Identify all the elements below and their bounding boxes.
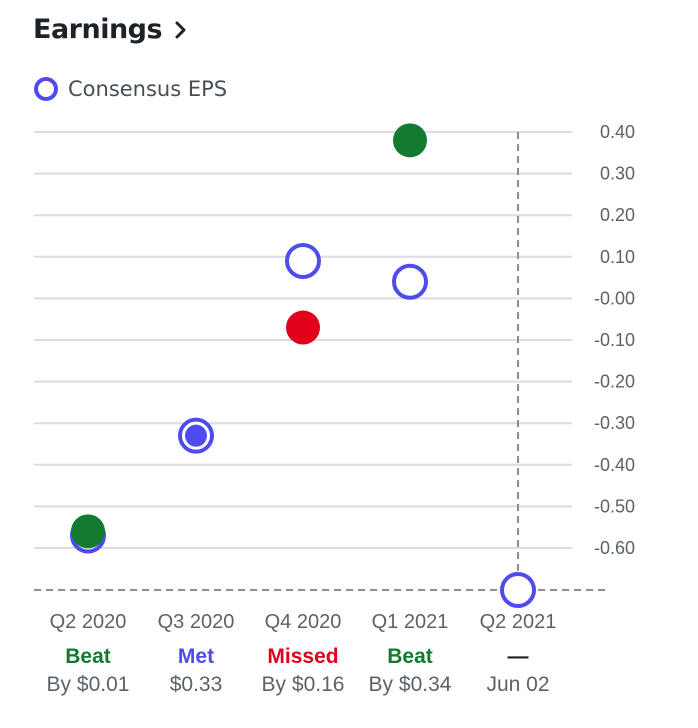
- hollow-circle-icon: [34, 77, 58, 101]
- result-column: Met $0.33: [136, 644, 256, 700]
- legend-label: Consensus EPS: [68, 77, 228, 101]
- chart-legend: Consensus EPS: [34, 77, 227, 101]
- earnings-chart: 0.40 0.30 0.20 0.10 -0.00 -0.10 -0.20 -0.30 -0.4…: [34, 122, 635, 633]
- result-detail: Jun 02: [486, 673, 550, 696]
- result-status: Beat: [65, 645, 111, 668]
- y-tick-label: -0.20: [594, 372, 635, 392]
- y-tick-label: -0.50: [594, 496, 635, 516]
- result-detail: By $0.34: [368, 673, 452, 696]
- result-status: Beat: [387, 645, 433, 668]
- grid-layer: [34, 131, 605, 591]
- x-tick-label: Q4 2020: [265, 611, 342, 633]
- chevron-right-icon: [175, 21, 186, 38]
- result-column: — Jun 02: [458, 644, 578, 700]
- data-points: [70, 123, 536, 608]
- x-tick-label: Q2 2021: [480, 611, 557, 633]
- actual-eps-point[interactable]: [393, 123, 427, 158]
- result-status: Missed: [267, 645, 339, 668]
- earnings-title-link[interactable]: Earnings: [33, 14, 188, 45]
- result-column: Beat By $0.01: [28, 644, 148, 700]
- result-detail: By $0.16: [261, 673, 345, 696]
- consensus-eps-point[interactable]: [285, 242, 321, 279]
- y-tick-label: -0.10: [594, 330, 635, 350]
- result-detail: $0.33: [169, 673, 223, 696]
- page-title: Earnings: [33, 14, 163, 45]
- result-column: Missed By $0.16: [243, 644, 363, 700]
- x-tick-label: Q3 2020: [158, 611, 235, 633]
- x-axis-labels: Q2 2020 Q3 2020 Q4 2020 Q1 2021 Q2 2021: [50, 611, 557, 633]
- y-tick-label: 0.40: [600, 122, 635, 142]
- result-status: —: [507, 645, 529, 668]
- y-tick-label: 0.10: [600, 247, 635, 267]
- y-axis-labels: 0.40 0.30 0.20 0.10 -0.00 -0.10 -0.20 -0.30 -0.4…: [594, 122, 635, 558]
- result-detail: By $0.01: [46, 673, 130, 696]
- y-tick-label: -0.30: [594, 413, 635, 433]
- result-status: Met: [177, 645, 215, 668]
- y-tick-label: 0.20: [600, 205, 635, 225]
- y-tick-label: -0.40: [594, 455, 635, 475]
- actual-eps-point[interactable]: [185, 424, 207, 447]
- x-tick-label: Q2 2020: [50, 611, 127, 633]
- actual-eps-point[interactable]: [71, 514, 105, 549]
- result-column: Beat By $0.34: [350, 644, 470, 700]
- y-tick-label: -0.60: [594, 538, 635, 558]
- y-tick-label: -0.00: [594, 288, 635, 308]
- y-tick-label: 0.30: [600, 164, 635, 184]
- actual-eps-point[interactable]: [286, 310, 320, 345]
- consensus-eps-point[interactable]: [392, 263, 428, 300]
- x-tick-label: Q1 2021: [372, 611, 449, 633]
- consensus-eps-point[interactable]: [500, 572, 536, 608]
